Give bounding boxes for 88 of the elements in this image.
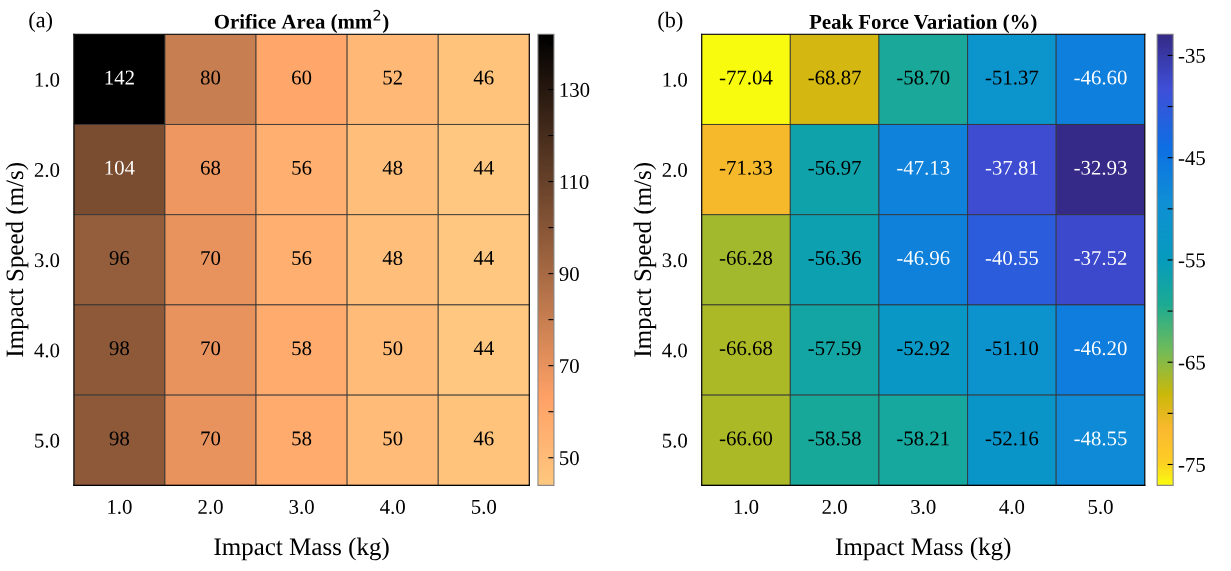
data-label: -47.13	[897, 160, 950, 175]
data-label: 48	[382, 160, 403, 175]
y-tick-label: 3.0	[34, 253, 60, 268]
data-label: 56	[292, 251, 312, 266]
x-tick-label: 4.0	[380, 499, 405, 514]
data-label: -58.58	[808, 431, 861, 446]
data-label: -46.60	[1074, 70, 1127, 85]
data-label: 50	[383, 431, 403, 446]
x-tick-label: 4.0	[999, 499, 1025, 514]
color-bar-label: 90	[559, 266, 579, 282]
text: (b)	[658, 11, 683, 32]
data-label: 52	[383, 70, 402, 85]
data-label: 68	[200, 160, 221, 175]
data-label: -66.60	[719, 431, 773, 446]
x-tick-label: 5.0	[471, 499, 497, 514]
y-axis-title: Impact Speed (m/s)	[633, 163, 657, 357]
data-label: 70	[201, 250, 221, 266]
data-label: 96	[109, 251, 130, 266]
data-label: -57.59	[808, 341, 861, 356]
x-tick-label: 1.0	[734, 499, 759, 514]
y-tick-label: 1.0	[663, 72, 687, 87]
data-label: -32.93	[1074, 160, 1127, 175]
color-bar-label: -55	[1178, 253, 1205, 268]
data-label: -58.21	[897, 431, 949, 446]
data-label: 60	[292, 70, 312, 85]
data-label: 56	[292, 160, 312, 175]
data-label: -37.52	[1074, 251, 1127, 266]
data-label: 44	[473, 341, 494, 356]
data-label: -48.55	[1074, 431, 1127, 446]
data-label: 104	[105, 160, 135, 175]
x-tick-label: 3.0	[911, 499, 936, 514]
data-label: -66.28	[719, 250, 773, 266]
data-label: -52.16	[985, 431, 1039, 446]
data-label: -58.70	[897, 70, 950, 85]
y-tick-label: 1.0	[35, 72, 60, 87]
data-label: 48	[382, 250, 403, 266]
y-tick-label: 4.0	[34, 343, 60, 358]
data-label: 46	[473, 70, 494, 85]
data-label: 80	[200, 70, 221, 85]
x-axis-title: Impact Mass (kg)	[214, 537, 389, 561]
x-tick-label: 1.0	[108, 499, 132, 514]
data-label: 142	[105, 70, 134, 85]
data-label: -56.97	[808, 160, 861, 175]
data-label: -71.33	[719, 160, 773, 175]
data-label: -51.37	[985, 70, 1039, 85]
data-label: -37.81	[985, 160, 1038, 175]
y-tick-label: 5.0	[662, 433, 687, 448]
color-bar-label: -65	[1178, 355, 1205, 370]
text: (a)	[29, 11, 52, 32]
color-bar-label: 110	[560, 174, 589, 189]
x-axis-title: Impact Mass (kg)	[835, 537, 1011, 561]
x-tick-label: 2.0	[822, 499, 847, 514]
y-axis-title: Impact Speed (m/s)	[5, 163, 29, 357]
data-label: 50	[383, 341, 403, 356]
data-label: -56.36	[808, 251, 861, 266]
data-label: 70	[201, 431, 221, 446]
data-label: 70	[201, 341, 221, 356]
chart-title: Peak Force Variation (%)	[809, 14, 1037, 34]
data-label: -77.04	[719, 70, 773, 85]
y-tick-label: 3.0	[662, 253, 687, 268]
data-label: 98	[109, 431, 130, 446]
y-tick-label: 5.0	[35, 433, 60, 448]
y-tick-label: 2.0	[662, 162, 687, 178]
x-tick-label: 2.0	[198, 499, 223, 514]
data-label: -68.87	[808, 70, 861, 85]
y-tick-label: 4.0	[662, 343, 687, 358]
data-label: 58	[292, 431, 312, 446]
data-label: 58	[292, 341, 312, 356]
data-label: -40.55	[985, 250, 1038, 266]
data-label: 44	[473, 160, 494, 175]
x-tick-label: 5.0	[1088, 499, 1113, 514]
x-tick-label: 3.0	[289, 499, 314, 514]
data-label: 98	[109, 341, 130, 356]
color-bar-label: -35	[1178, 48, 1205, 63]
data-label: -66.68	[719, 341, 773, 356]
data-label: -46.96	[897, 251, 950, 266]
color-bar-label: -75	[1178, 458, 1205, 472]
data-label: 44	[473, 251, 494, 265]
data-label: -46.20	[1074, 341, 1127, 356]
chart-title: Orifice Area (mm$^{2}$)	[214, 9, 389, 33]
data-label: -52.92	[897, 341, 950, 356]
color-bar-label: -45	[1178, 151, 1205, 166]
data-label: -51.10	[985, 341, 1038, 356]
y-tick-label: 2.0	[34, 162, 60, 178]
color-bar-label: 50	[560, 451, 579, 466]
data-label: 46	[473, 431, 494, 446]
color-bar-label: 70	[560, 359, 579, 374]
color-bar-label: 130	[560, 82, 590, 97]
